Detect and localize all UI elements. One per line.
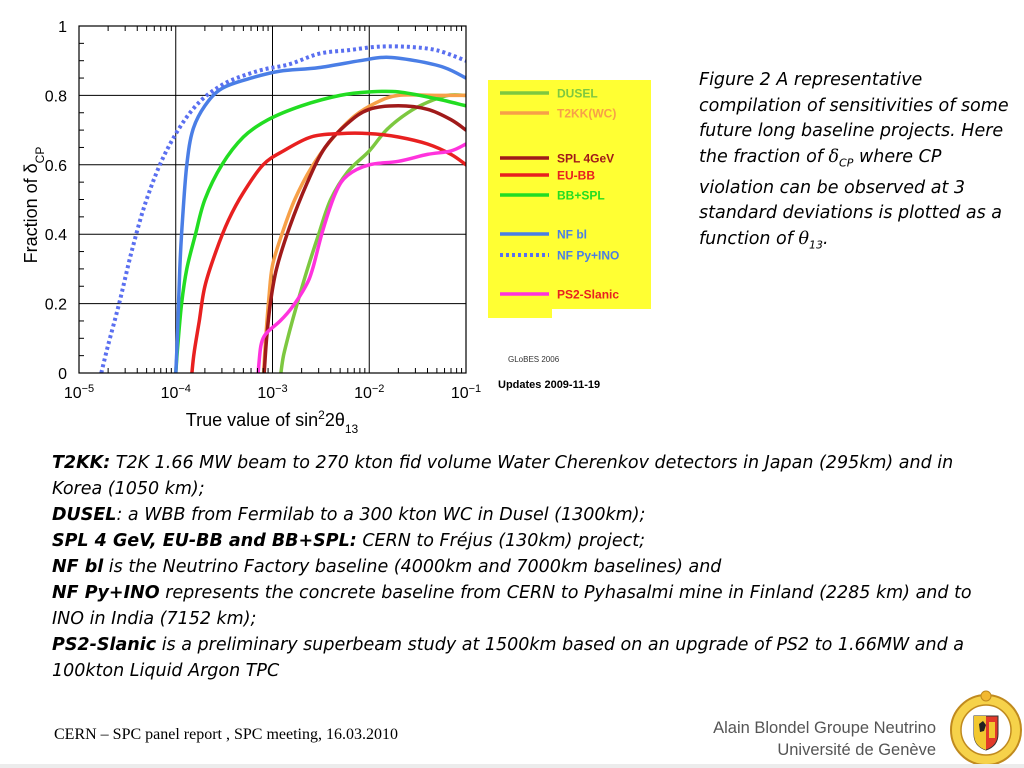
x-tick-base: 10 (161, 385, 179, 402)
note-label: NF bl (52, 557, 104, 577)
note-ps2-slanic: PS2-Slanic is a preliminary superbeam st… (52, 632, 982, 684)
caption-text-3: . (823, 228, 829, 249)
x-axis-label: True value of sin22θ13 (186, 408, 359, 436)
note-text: : a WBB from Fermilab to a 300 kton WC i… (116, 505, 646, 525)
series-line-nf-py-ino (99, 44, 466, 373)
note-nf-py-ino: NF Py+INO represents the concrete baseli… (52, 580, 982, 632)
series-lines (99, 44, 466, 373)
x-tick-base: 10 (257, 385, 275, 402)
x-tick-base: 10 (451, 385, 469, 402)
legend: DUSEL T2KK(WC) SPL 4GeV EU-BB BB+SPL NF bl NF … (500, 87, 619, 302)
note-label: NF Py+INO (52, 583, 160, 603)
y-tick-label: 0.8 (45, 88, 67, 105)
series-line-spl-4gev (262, 104, 466, 373)
updates-note: Updates 2009-11-19 (498, 379, 600, 391)
footer-meeting: CERN – SPC panel report , SPC meeting, 1… (54, 726, 398, 743)
caption-delta: δ (828, 146, 840, 167)
legend-label: BB+SPL (557, 189, 605, 203)
caption-theta-sub: 13 (809, 238, 824, 251)
y-axis-label-sub: CP (33, 147, 47, 164)
x-axis-label-sup: 2 (318, 408, 325, 422)
y-tick-label: 0.6 (45, 158, 67, 175)
x-tick-exp: −2 (372, 383, 385, 395)
series-line-ps2-slanic (256, 142, 466, 373)
note-label: PS2-Slanic (52, 635, 157, 655)
note-label: DUSEL (52, 505, 117, 525)
y-tick-label: 0 (58, 366, 67, 383)
note-spl: SPL 4 GeV, EU-BB and BB+SPL: CERN to Fré… (52, 528, 982, 554)
legend-box-tail (488, 309, 552, 318)
x-tick-exp: −3 (275, 383, 288, 395)
x-axis-label-main: True value of sin (186, 410, 318, 430)
x-tick-label: 10−1 (451, 383, 481, 402)
experiment-notes: T2KK: T2K 1.66 MW beam to 270 kton fid v… (52, 450, 982, 684)
footer-author-line1: Alain Blondel Groupe Neutrino (713, 719, 936, 737)
legend-label: EU-BB (557, 169, 595, 183)
y-axis-label: Fraction of δCP (21, 147, 47, 264)
note-text: T2K 1.66 MW beam to 270 kton fid volume … (52, 453, 954, 499)
legend-label: SPL 4GeV (557, 152, 614, 166)
note-label: T2KK: (52, 453, 111, 473)
bottom-rule (0, 764, 1024, 768)
x-tick-label: 10−2 (354, 383, 384, 402)
note-text: is the Neutrino Factory baseline (4000km… (103, 557, 722, 577)
x-tick-label: 10−5 (64, 383, 94, 402)
note-text: is a preliminary superbeam study at 1500… (52, 635, 965, 681)
caption-theta: θ (798, 228, 810, 249)
x-tick-label: 10−4 (161, 383, 191, 402)
x-tick-exp: −1 (469, 383, 482, 395)
note-text: represents the concrete baseline from CE… (52, 583, 972, 629)
note-nf-bl: NF bl is the Neutrino Factory baseline (… (52, 554, 982, 580)
university-seal-icon (950, 690, 1022, 766)
axis-ticks: 10−5 10−4 10−3 10−2 10−100.20.40.60.81 (45, 19, 481, 402)
x-tick-exp: −4 (178, 383, 191, 395)
y-tick-label: 1 (58, 19, 67, 36)
y-tick-label: 0.4 (45, 227, 67, 244)
y-axis-label-main: Fraction of δ (21, 163, 41, 263)
legend-label: NF bl (557, 228, 587, 242)
footer-author-line2: Université de Genève (777, 741, 936, 759)
footer-author: Alain Blondel Groupe Neutrino Université… (713, 717, 936, 761)
x-tick-base: 10 (354, 385, 372, 402)
x-axis-label-mid: 2θ (325, 410, 345, 430)
note-t2kk: T2KK: T2K 1.66 MW beam to 270 kton fid v… (52, 450, 982, 502)
x-tick-base: 10 (64, 385, 82, 402)
caption-text-2: where CP violation can be observed at 3 … (699, 146, 1003, 249)
note-label: SPL 4 GeV, EU-BB and BB+SPL: (52, 531, 357, 551)
y-tick-label: 0.2 (45, 297, 67, 314)
sensitivity-chart: 10−5 10−4 10−3 10−2 10−100.20.40.60.81 Fract… (21, 19, 651, 436)
series-line-eu-bb (190, 131, 466, 373)
series-line-t2kk-wc- (261, 93, 466, 373)
legend-label: T2KK(WC) (557, 107, 616, 121)
x-tick-label: 10−3 (257, 383, 287, 402)
x-tick-exp: −5 (82, 383, 95, 395)
x-axis-label-sub: 13 (345, 422, 359, 436)
globes-note: GLoBES 2006 (508, 355, 560, 364)
caption-text-1: Figure 2 A representative compilation of… (699, 70, 1009, 167)
series-line-nf-bl (174, 55, 466, 373)
series-line-bb-spl (174, 89, 466, 373)
note-dusel: DUSEL: a WBB from Fermilab to a 300 kton… (52, 502, 982, 528)
caption-delta-sub: CP (839, 156, 854, 169)
note-text: CERN to Fréjus (130km) project; (356, 531, 646, 551)
legend-label: DUSEL (557, 87, 598, 101)
legend-label: NF Py+INO (557, 249, 619, 263)
figure-caption: Figure 2 A representative compilation of… (699, 68, 1017, 258)
legend-label: PS2-Slanic (557, 288, 619, 302)
